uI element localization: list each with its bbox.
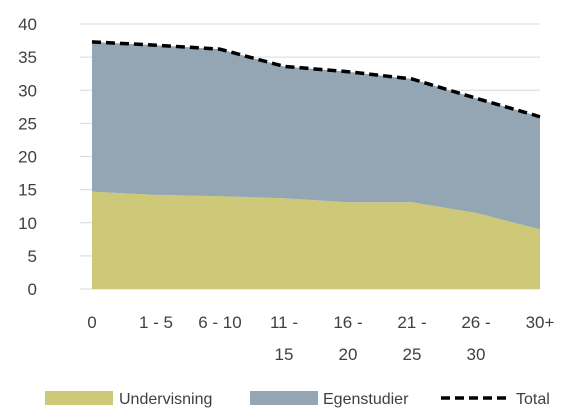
x-tick-label: 30+ <box>526 313 555 332</box>
x-tick-label: 11 - <box>270 313 298 332</box>
x-tick-label: 20 <box>339 345 358 364</box>
y-tick-label: 25 <box>18 114 37 133</box>
legend-swatch-undervisning <box>45 391 113 405</box>
plot-areas <box>92 41 540 289</box>
plot-lines <box>91 40 541 119</box>
legend-swatch-egenstudier <box>250 391 318 405</box>
y-tick-label: 0 <box>28 280 37 299</box>
x-tick-label: 16 - <box>333 313 362 332</box>
x-tick-label: 30 <box>467 345 486 364</box>
legend-label-undervisning: Undervisning <box>119 391 212 408</box>
x-axis: 0 1 - 5 6 - 10 11 - 15 16 - 20 21 - 25 26 - 30 30+ <box>87 313 554 364</box>
x-tick-label: 26 - <box>461 313 490 332</box>
y-tick-label: 35 <box>18 48 37 67</box>
area-egenstudier <box>92 41 540 230</box>
legend: Undervisning Egenstudier Total <box>45 391 550 408</box>
x-tick-label: 1 - 5 <box>139 313 173 332</box>
x-tick-label: 15 <box>275 345 294 364</box>
line-total <box>91 40 541 119</box>
legend-label-total: Total <box>516 391 550 408</box>
y-tick-label: 15 <box>18 181 37 200</box>
x-tick-label: 25 <box>403 345 422 364</box>
y-tick-label: 10 <box>18 214 37 233</box>
x-tick-label: 6 - 10 <box>198 313 241 332</box>
y-tick-label: 30 <box>18 81 37 100</box>
legend-label-egenstudier: Egenstudier <box>323 391 409 408</box>
x-tick-label: 21 - <box>397 313 426 332</box>
x-tick-label: 0 <box>87 313 96 332</box>
y-axis: 0 5 10 15 20 25 30 35 40 <box>18 15 37 299</box>
y-tick-label: 40 <box>18 15 37 34</box>
y-tick-label: 20 <box>18 148 37 167</box>
y-tick-label: 5 <box>28 247 37 266</box>
area-undervisning <box>92 191 540 289</box>
